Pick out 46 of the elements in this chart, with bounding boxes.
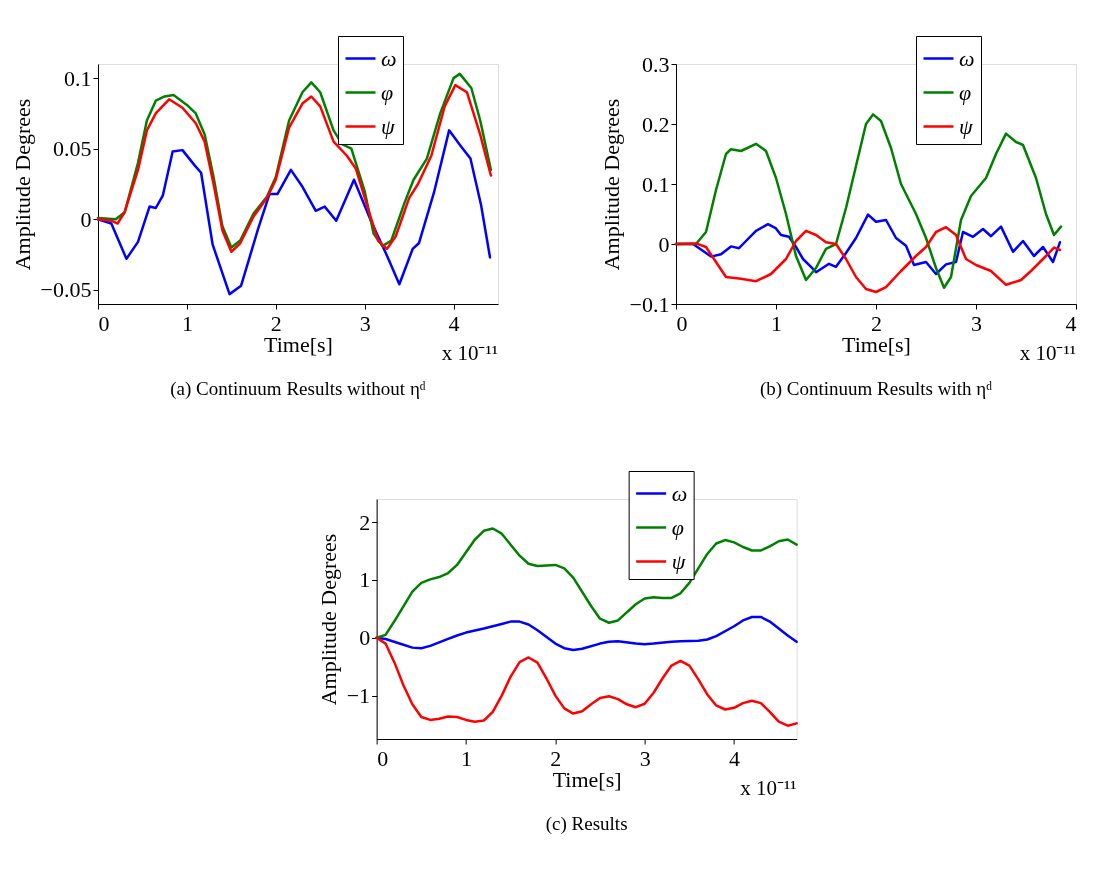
x-tick-label: 0 (98, 310, 110, 336)
y-axis-title: Amplitude Degrees (9, 98, 35, 271)
x-tick-label: 4 (1065, 310, 1077, 336)
y-tick-label: 0 (658, 231, 670, 257)
legend-label: φ (959, 79, 972, 105)
y-tick-label: 0.1 (64, 65, 92, 91)
legend-label: ψ (381, 113, 395, 139)
x-tick-label: 1 (460, 745, 472, 771)
legend-label: ω (381, 45, 397, 71)
legend-label: ω (959, 45, 975, 71)
legend-label: ψ (959, 113, 973, 139)
text: (c) Results (545, 813, 628, 835)
text: (a) Continuum Results without ηᵈ (170, 378, 426, 400)
legend-label: φ (381, 79, 394, 105)
line-series (375, 636, 798, 727)
x-tick-label: 0 (377, 745, 389, 771)
x-tick-label: 3 (639, 745, 651, 771)
y-tick-label: −0.05 (40, 277, 92, 303)
x-tick-label: 3 (971, 310, 982, 336)
x-tick-label: 1 (181, 310, 193, 336)
x-tick-label: 4 (729, 745, 741, 771)
legend-label: ψ (671, 548, 686, 574)
line-series (674, 225, 1062, 294)
y-tick-label: 0.1 (642, 171, 670, 197)
x-tick-label: 3 (359, 310, 371, 336)
y-tick-label: −0.1 (629, 291, 670, 317)
y-tick-label: 0.3 (642, 51, 670, 77)
y-tick-label: 1 (359, 567, 371, 593)
line-series (375, 527, 798, 640)
y-tick-label: −1 (346, 683, 371, 709)
y-tick-label: 0 (80, 206, 92, 232)
legend-label: φ (671, 514, 684, 540)
y-axis-title: Amplitude Degrees (315, 533, 341, 706)
text: (b) Continuum Results with ηᵈ (759, 378, 993, 400)
text: x 10⁻¹¹ (441, 341, 498, 365)
y-tick-label: 0 (359, 625, 371, 651)
y-axis-title: Amplitude Degrees (598, 98, 624, 271)
y-tick-label: 2 (359, 509, 371, 535)
y-tick-label: 0.05 (53, 136, 92, 162)
x-tick-label: 1 (771, 310, 782, 336)
text: x 10⁻¹¹ (740, 776, 797, 800)
text: x 10⁻¹¹ (1019, 341, 1076, 365)
x-tick-label: 4 (448, 310, 460, 336)
x-tick-label: 0 (676, 310, 688, 336)
legend-label: ω (671, 480, 688, 506)
y-tick-label: 0.2 (642, 111, 670, 137)
